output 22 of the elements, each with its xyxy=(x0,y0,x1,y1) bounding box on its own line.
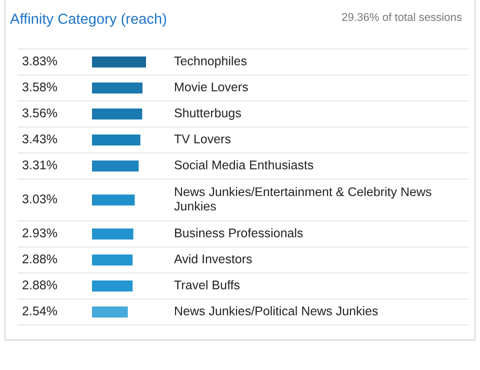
y-tick-label: Business Professionals xyxy=(175,228,303,238)
y-tick-label: Movie Lovers xyxy=(175,82,248,92)
chart-title: Affinity Category (reach) xyxy=(10,13,166,27)
data-label: 3.31% xyxy=(22,160,57,170)
data-label: 2.88% xyxy=(22,254,57,264)
data-label: 3.03% xyxy=(22,194,57,204)
data-label: 3.56% xyxy=(22,108,57,118)
y-tick-label: Avid Investors xyxy=(174,254,252,264)
y-tick-label: Social Media Enthusiasts xyxy=(174,160,314,170)
data-label: 3.58% xyxy=(22,82,57,92)
data-label: 2.93% xyxy=(22,228,57,238)
y-tick-label: News Junkies/Entertainment & Celebrity News Junkies xyxy=(174,186,432,211)
y-tick-label: TV Lovers xyxy=(174,134,231,144)
data-label: 2.88% xyxy=(22,280,57,290)
data-label: 3.83% xyxy=(22,56,57,66)
text: 29.36% of total sessions xyxy=(342,12,462,21)
y-tick-label: Travel Buffs xyxy=(174,280,240,290)
y-tick-label: News Junkies/Political News Junkies xyxy=(175,306,378,316)
y-tick-label: Shutterbugs xyxy=(174,108,241,120)
y-tick-label: Technophiles xyxy=(174,56,247,68)
data-label: 3.43% xyxy=(22,134,57,144)
data-label: 2.54% xyxy=(22,306,57,316)
